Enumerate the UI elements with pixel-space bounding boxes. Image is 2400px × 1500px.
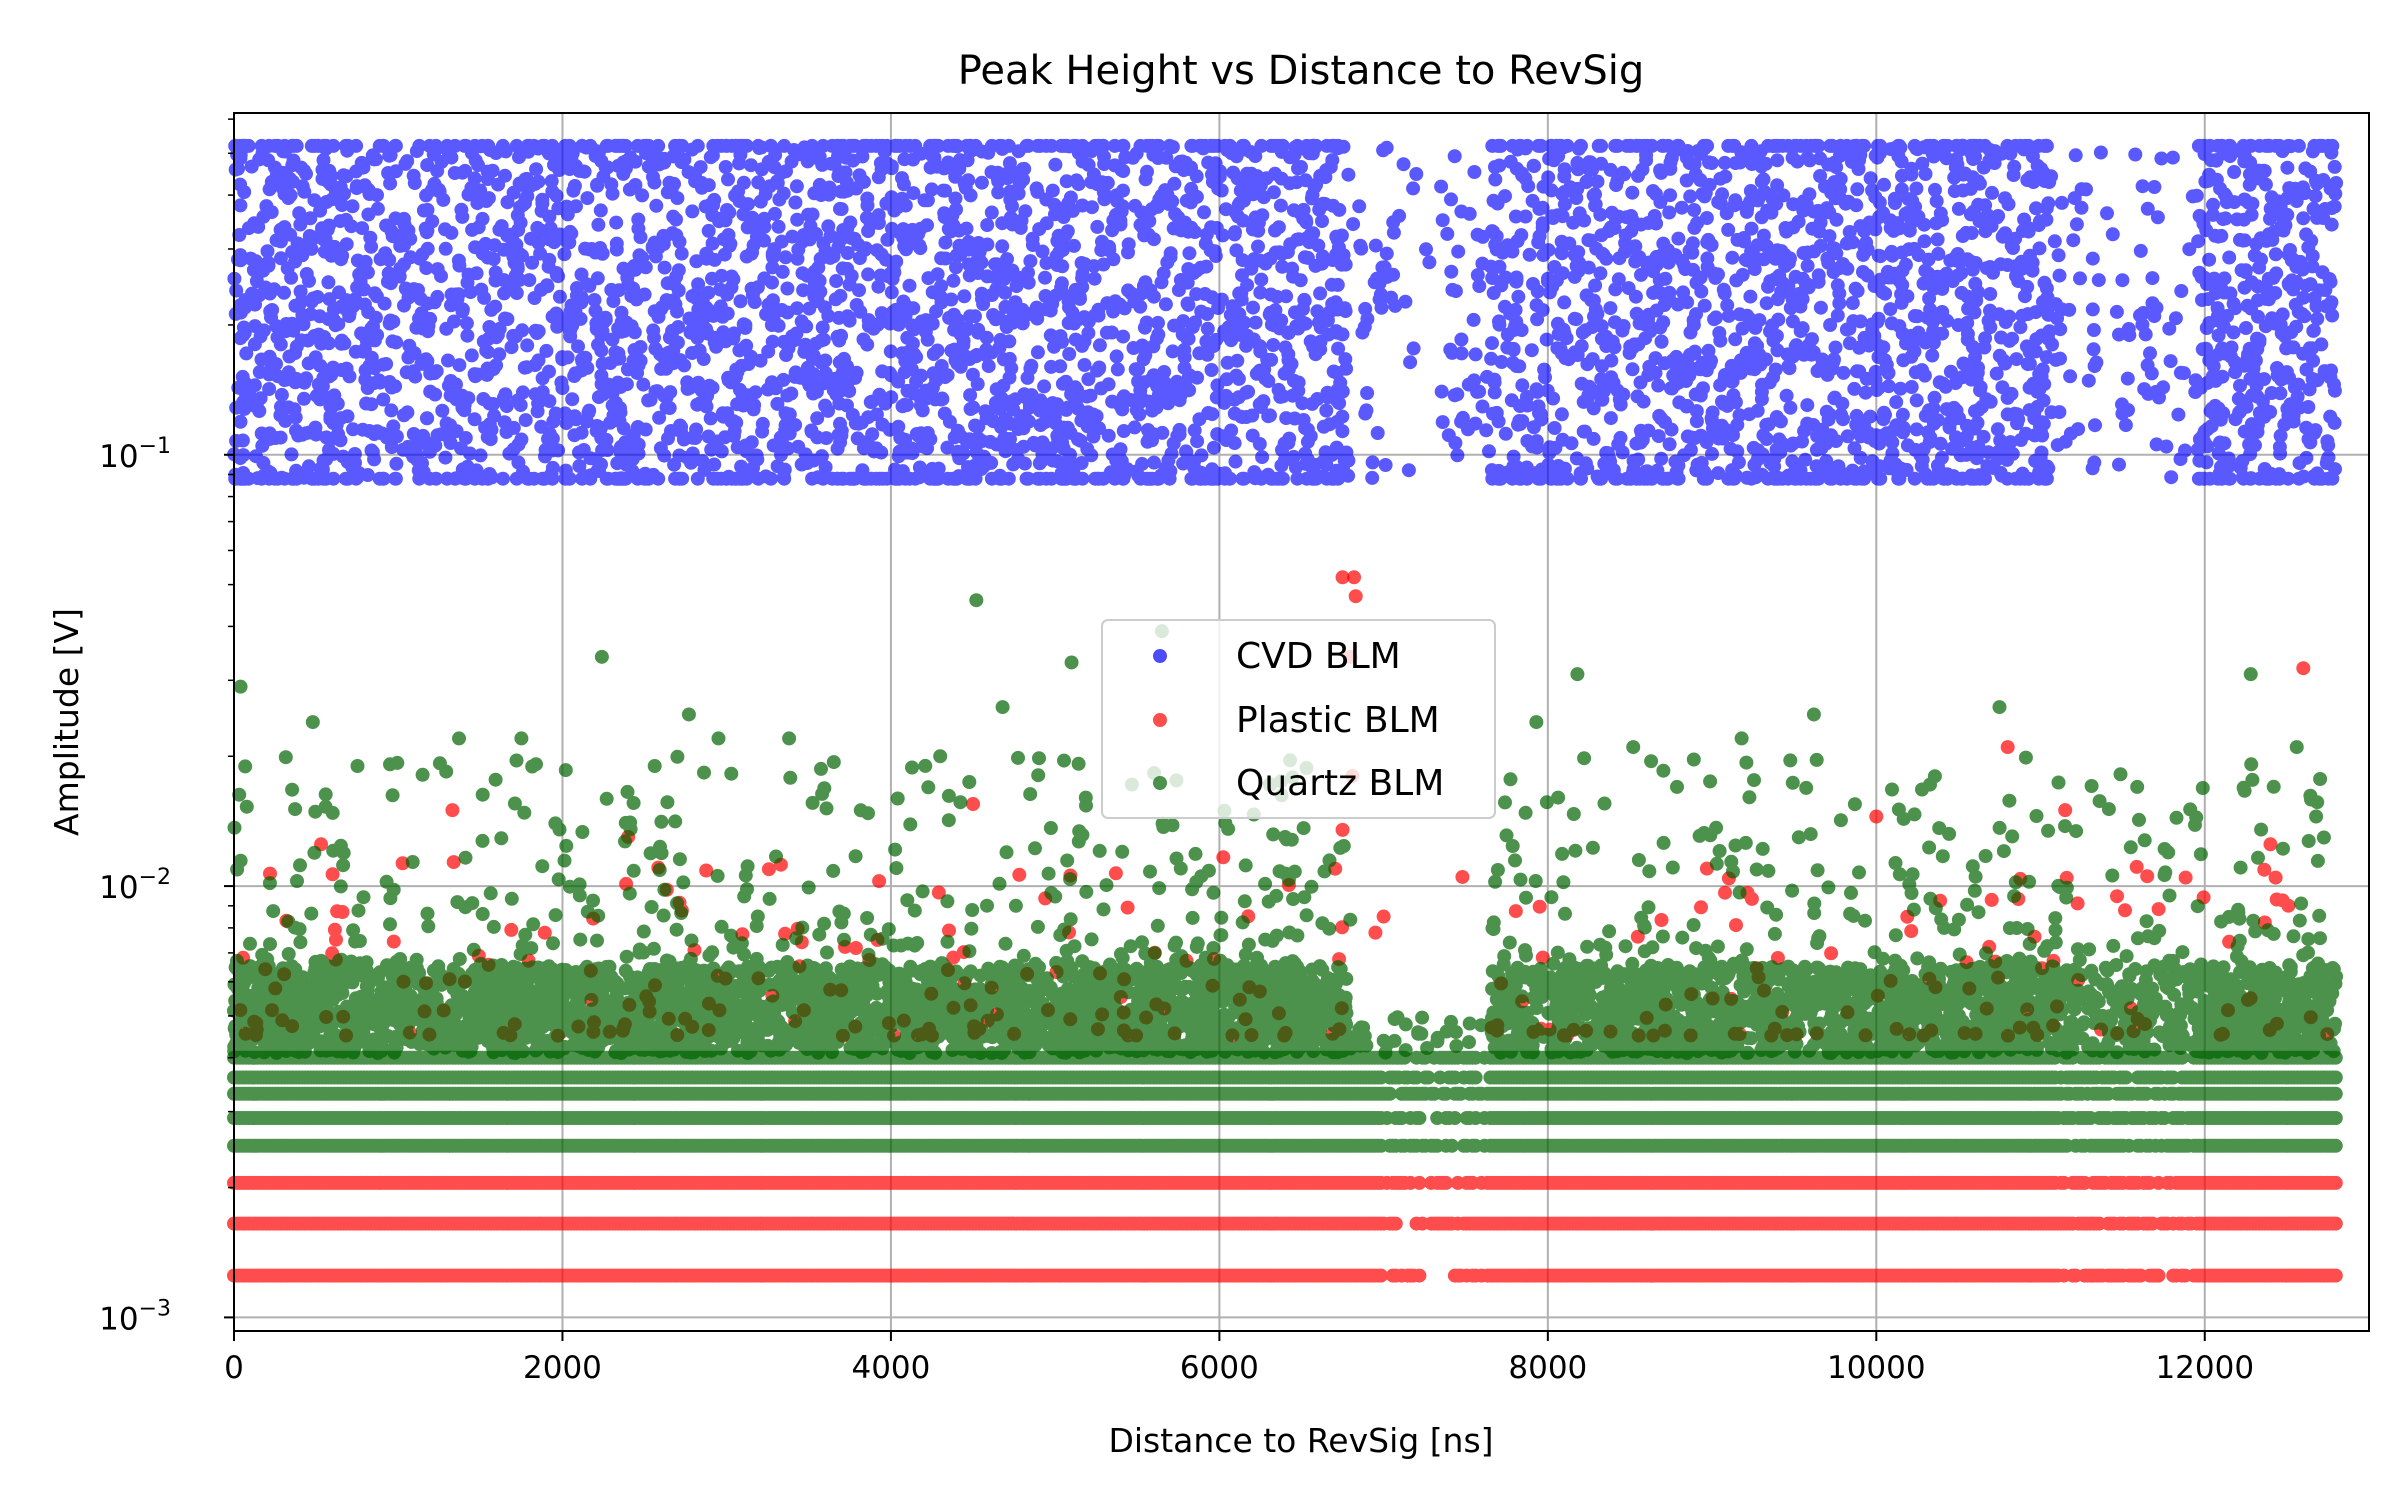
plastic-blm-point (1455, 869, 1470, 884)
quartz-blm-point (995, 700, 1010, 715)
quartz-blm-point (1570, 667, 1585, 682)
y-axis: 10−3 10−2 10−1 (99, 118, 234, 1337)
series-cvd-blm (227, 138, 2344, 486)
legend-label-cvd: CVD BLM (1236, 636, 1401, 677)
plot-frame (233, 112, 2370, 1332)
quartz-blm-point (1064, 655, 1079, 670)
chart-title: Peak Height vs Distance to RevSig (958, 48, 1645, 94)
legend-label-plastic: Plastic BLM (1236, 700, 1440, 741)
plot-area (227, 138, 2344, 1283)
quartz-blm-point (681, 707, 696, 722)
quartz-blm-point (233, 679, 248, 694)
legend-marker-cvd (1153, 649, 1167, 663)
plastic-blm-point (2000, 740, 2015, 755)
quartz-blm-point (1626, 740, 1641, 755)
quartz-blm-point (2243, 667, 2258, 682)
plastic-blm-baseline-points (227, 1175, 2343, 1283)
plastic-blm-point (1335, 570, 1350, 585)
quartz-blm-point (1529, 715, 1544, 730)
plastic-blm-point (2263, 837, 2278, 852)
quartz-blm-point (514, 731, 529, 746)
legend-box (1101, 619, 1496, 819)
y-tick-label: 10−3 (99, 1296, 171, 1337)
quartz-blm-point (1806, 707, 1821, 722)
legend-marker-plastic (1153, 713, 1167, 727)
x-tick-label: 10000 (1827, 1350, 1926, 1386)
plastic-blm-scatter-points (233, 850, 2335, 1043)
quartz-blm-point (305, 715, 320, 730)
x-tick-label: 0 (224, 1350, 244, 1386)
x-tick-label: 4000 (851, 1350, 930, 1386)
y-tick-label: 10−1 (99, 434, 171, 475)
legend-label-quartz: Quartz BLM (1236, 763, 1444, 804)
x-tick-label: 8000 (1508, 1350, 1587, 1386)
quartz-blm-scatter-points (227, 749, 2344, 1061)
quartz-blm-point (2289, 740, 2304, 755)
series-plastic-blm (227, 570, 2343, 1283)
plastic-blm-point (1376, 909, 1391, 924)
plastic-blm-point (1348, 589, 1363, 604)
x-tick-label: 2000 (523, 1350, 602, 1386)
quartz-blm-point (594, 649, 609, 664)
plastic-blm-point (445, 803, 460, 818)
x-axis-label: Distance to RevSig [ns] (1108, 1421, 1493, 1460)
plastic-blm-point (1347, 570, 1362, 585)
plastic-blm-point (2296, 661, 2311, 676)
x-tick-label: 12000 (2155, 1350, 2254, 1386)
plastic-blm-point (1368, 925, 1383, 940)
plastic-blm-point (1869, 809, 1884, 824)
quartz-blm-point (1992, 700, 2007, 715)
quartz-blm-baseline-points (227, 1050, 2343, 1153)
quartz-blm-point (933, 749, 948, 764)
quartz-blm-point (711, 731, 726, 746)
plastic-blm-point (1335, 822, 1350, 837)
y-axis-label: Amplitude [V] (47, 608, 86, 836)
y-tick-label: 10−2 (99, 865, 171, 906)
legend-marker-quartz (1153, 776, 1167, 790)
x-axis: 0 2000 4000 6000 8000 10000 12000 (224, 1331, 2254, 1386)
cvd-blm-points (227, 138, 2344, 486)
quartz-blm-point (1734, 731, 1749, 746)
plastic-blm-point (2058, 803, 2073, 818)
legend: CVD BLM Plastic BLM Quartz BLM (1101, 619, 1496, 819)
x-tick-label: 6000 (1180, 1350, 1259, 1386)
quartz-blm-point (782, 731, 797, 746)
quartz-blm-point (451, 731, 466, 746)
quartz-blm-point (969, 593, 984, 608)
plastic-blm-point (966, 796, 981, 811)
